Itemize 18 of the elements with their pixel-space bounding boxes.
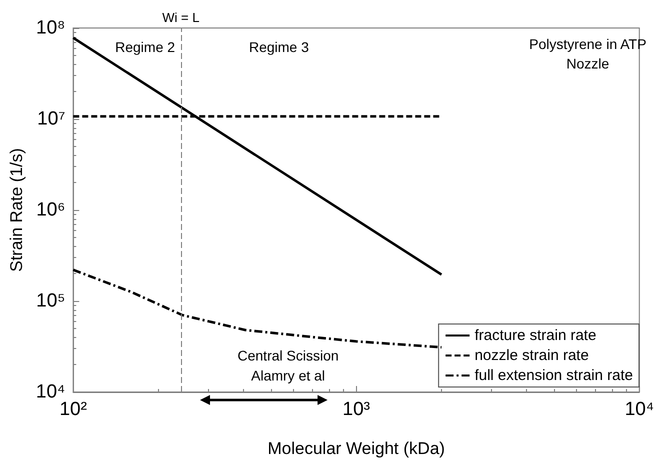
annotation: Alamry et al — [251, 368, 326, 384]
y-axis-title: Strain Rate (1/s) — [7, 148, 26, 272]
x-tick-label: 10⁴ — [624, 399, 654, 420]
legend-label: fracture strain rate — [474, 327, 596, 344]
x-axis-title: Molecular Weight (kDa) — [268, 439, 445, 458]
legend-label: nozzle strain rate — [474, 347, 589, 364]
x-tick-label: 10³ — [342, 399, 370, 420]
y-tick-label: 10⁸ — [36, 18, 66, 38]
y-tick-label: 10⁵ — [36, 290, 66, 312]
annotation: Regime 2 — [115, 38, 176, 55]
y-tick-label: 10⁷ — [37, 108, 66, 130]
annotation: Central Scission — [237, 348, 339, 364]
annotation: Regime 3 — [248, 38, 310, 55]
annotation: Polystyrene in ATP — [529, 36, 646, 52]
annotation: Nozzle — [566, 56, 610, 72]
legend-label: full extension strain rate — [474, 367, 634, 384]
y-tick-label: 10⁶ — [36, 200, 66, 220]
ref-line-label: Wi = L — [162, 10, 200, 25]
